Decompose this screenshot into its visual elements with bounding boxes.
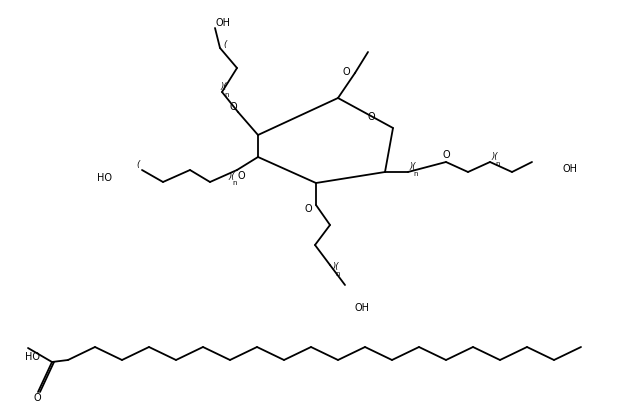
Text: O: O: [237, 171, 245, 181]
Text: OH: OH: [562, 164, 578, 174]
Text: n: n: [225, 92, 229, 98]
Text: O: O: [229, 102, 237, 112]
Text: O: O: [304, 204, 312, 214]
Text: (: (: [137, 160, 140, 170]
Text: n: n: [336, 271, 340, 277]
Text: n: n: [413, 171, 418, 177]
Text: n: n: [232, 180, 237, 186]
Text: (: (: [223, 39, 227, 48]
Text: n: n: [496, 161, 500, 167]
Text: HO: HO: [24, 352, 39, 362]
Text: HO: HO: [97, 173, 111, 183]
Text: )(: )(: [333, 262, 339, 271]
Text: OH: OH: [354, 303, 370, 313]
Text: O: O: [342, 67, 350, 77]
Text: OH: OH: [216, 18, 231, 28]
Text: O: O: [33, 393, 41, 403]
Text: )(: )(: [410, 163, 416, 171]
Text: )(: )(: [221, 82, 227, 92]
Text: )(: )(: [229, 171, 235, 181]
Text: O: O: [442, 150, 450, 160]
Text: )(: )(: [492, 152, 498, 162]
Text: O: O: [368, 112, 375, 122]
